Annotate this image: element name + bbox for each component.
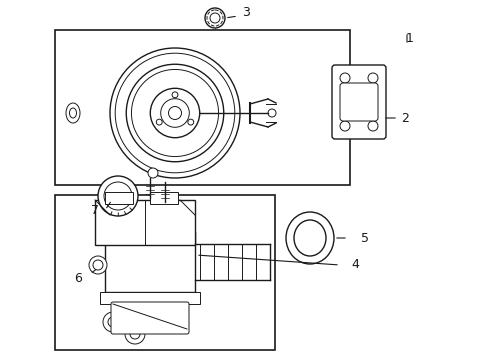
Ellipse shape	[66, 103, 80, 123]
Circle shape	[98, 176, 138, 216]
Text: 1: 1	[405, 32, 413, 45]
Ellipse shape	[69, 108, 76, 118]
Circle shape	[104, 182, 132, 210]
Text: 6: 6	[74, 273, 82, 285]
Circle shape	[93, 260, 103, 270]
Circle shape	[339, 121, 349, 131]
Circle shape	[89, 256, 107, 274]
Circle shape	[108, 317, 118, 327]
Circle shape	[110, 48, 240, 178]
Ellipse shape	[293, 220, 325, 256]
Circle shape	[339, 73, 349, 83]
Bar	[100, 292, 200, 304]
Bar	[105, 232, 195, 292]
Circle shape	[125, 324, 145, 344]
Bar	[105, 192, 133, 204]
Bar	[95, 200, 195, 245]
Circle shape	[103, 312, 123, 332]
Circle shape	[267, 109, 275, 117]
Circle shape	[156, 119, 162, 125]
Circle shape	[168, 107, 181, 120]
Ellipse shape	[285, 212, 333, 264]
Circle shape	[204, 8, 224, 28]
Text: 7: 7	[91, 203, 99, 216]
FancyBboxPatch shape	[111, 302, 189, 334]
Circle shape	[161, 99, 189, 127]
Circle shape	[367, 121, 377, 131]
Text: 4: 4	[350, 258, 358, 271]
Circle shape	[367, 73, 377, 83]
Circle shape	[187, 119, 193, 125]
Text: 3: 3	[242, 5, 249, 18]
Circle shape	[130, 329, 140, 339]
Circle shape	[148, 168, 158, 178]
Text: 2: 2	[400, 112, 408, 125]
Circle shape	[126, 64, 224, 162]
Text: 5: 5	[360, 231, 368, 244]
Circle shape	[150, 88, 199, 138]
FancyBboxPatch shape	[339, 83, 377, 121]
FancyBboxPatch shape	[331, 65, 385, 139]
Bar	[55, 195, 274, 350]
Bar	[55, 30, 349, 185]
Bar	[150, 192, 178, 204]
Circle shape	[209, 13, 220, 23]
Circle shape	[172, 92, 178, 98]
